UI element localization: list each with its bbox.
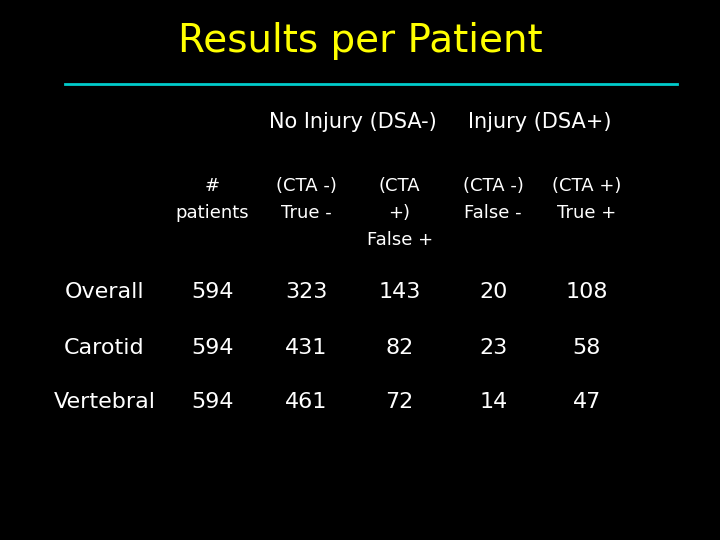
Text: 594: 594	[191, 338, 234, 359]
Text: True +: True +	[557, 204, 616, 222]
Text: 23: 23	[479, 338, 508, 359]
Text: #: #	[204, 177, 220, 195]
Text: False +: False +	[366, 231, 433, 249]
Text: Carotid: Carotid	[64, 338, 145, 359]
Text: 20: 20	[479, 281, 508, 302]
Text: 143: 143	[379, 281, 420, 302]
Text: (CTA -): (CTA -)	[463, 177, 523, 195]
Text: True -: True -	[281, 204, 331, 222]
Text: Injury (DSA+): Injury (DSA+)	[468, 111, 612, 132]
Text: 431: 431	[285, 338, 327, 359]
Text: Vertebral: Vertebral	[53, 392, 156, 413]
Text: 323: 323	[285, 281, 327, 302]
Text: No Injury (DSA-): No Injury (DSA-)	[269, 111, 436, 132]
Text: (CTA -): (CTA -)	[276, 177, 336, 195]
Text: 594: 594	[191, 392, 234, 413]
Text: +): +)	[389, 204, 410, 222]
Text: 594: 594	[191, 281, 234, 302]
Text: 14: 14	[479, 392, 508, 413]
Text: (CTA: (CTA	[379, 177, 420, 195]
Text: 47: 47	[572, 392, 601, 413]
Text: False -: False -	[464, 204, 522, 222]
Text: (CTA +): (CTA +)	[552, 177, 621, 195]
Text: 108: 108	[565, 281, 608, 302]
Text: patients: patients	[176, 204, 249, 222]
Text: 82: 82	[385, 338, 414, 359]
Text: Overall: Overall	[65, 281, 144, 302]
Text: 72: 72	[385, 392, 414, 413]
Text: 461: 461	[285, 392, 327, 413]
Text: Results per Patient: Results per Patient	[178, 22, 542, 59]
Text: 58: 58	[572, 338, 601, 359]
